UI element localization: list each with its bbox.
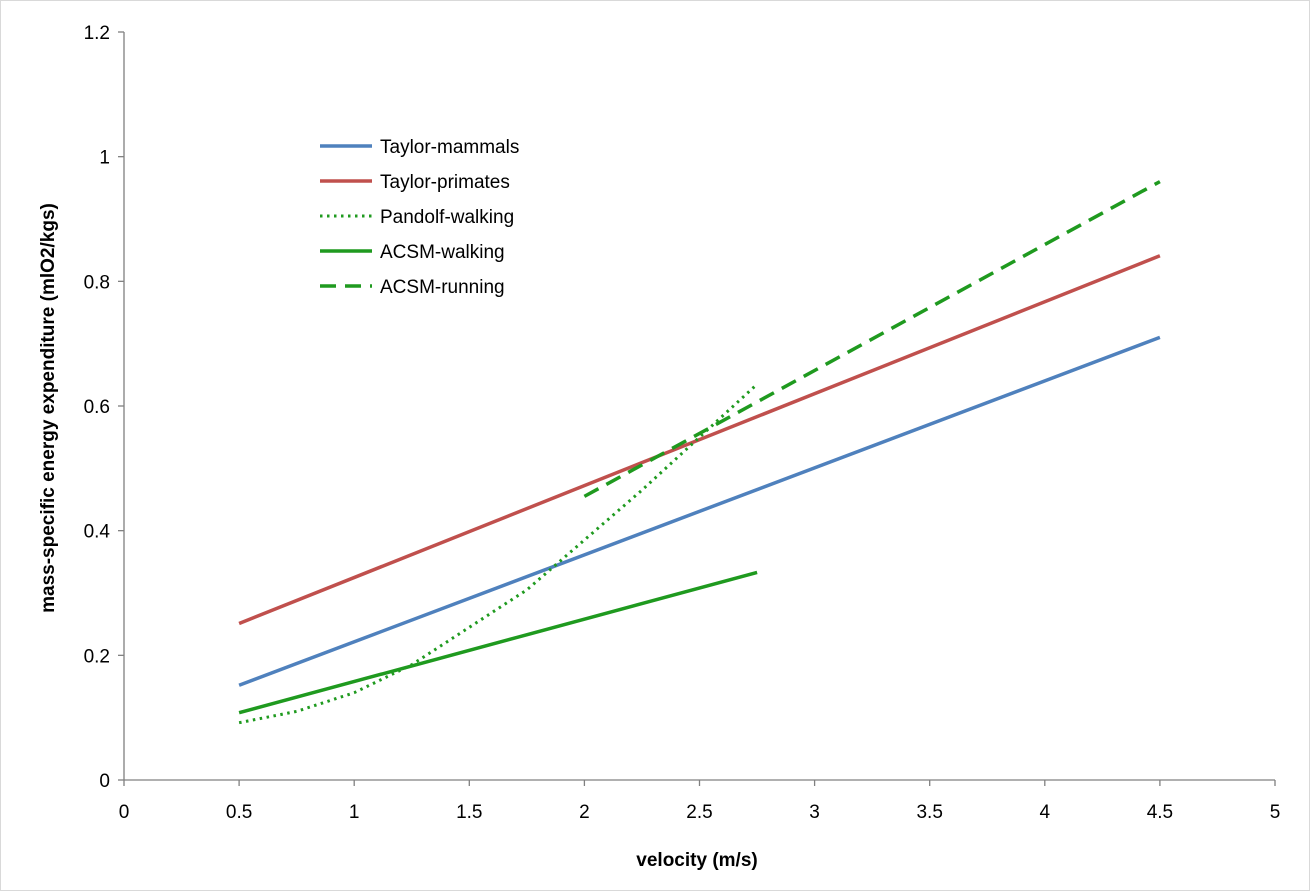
legend-label-acsm-running: ACSM-running (380, 277, 505, 298)
y-tick-label: 0.2 (84, 646, 110, 667)
series-line-acsm-running (583, 180, 1161, 498)
y-tick-label: 0.6 (84, 397, 110, 418)
x-tick-label: 3.5 (916, 802, 942, 823)
axes: 0 0.2 0.4 0.6 0.8 1 1.2 0 0.5 1 1.5 2 2.5 3 3.5 4 4.5 5 (84, 23, 1281, 823)
x-tick-label: 4.5 (1147, 802, 1173, 823)
x-tick-label: 2 (579, 802, 590, 823)
y-tick-label: 1.2 (84, 23, 110, 44)
x-tick-label: 2.5 (686, 802, 712, 823)
y-tick-label: 1 (99, 148, 110, 169)
legend: Taylor-mammals Taylor-primates Pandolf-wal… (320, 137, 519, 298)
legend-label-pandolf-walking: Pandolf-walking (380, 207, 514, 228)
x-tick-label: 1 (349, 802, 360, 823)
y-tick-label: 0.4 (84, 522, 111, 543)
x-tick-label: 0.5 (226, 802, 252, 823)
x-axis-title: velocity (m/s) (636, 850, 757, 871)
x-tick-label: 3 (809, 802, 820, 823)
series-layer (238, 180, 1161, 725)
x-tick-label: 4 (1040, 802, 1051, 823)
legend-label-acsm-walking: ACSM-walking (380, 242, 505, 263)
x-tick-label: 5 (1270, 802, 1281, 823)
y-axis-title: mass-specific energy expenditure (mlO2/k… (38, 203, 59, 613)
x-tick-label: 1.5 (456, 802, 482, 823)
series-line-pandolf-walking (238, 383, 759, 725)
x-tick-label: 0 (119, 802, 130, 823)
series-line-taylor-primates (238, 254, 1161, 626)
legend-label-taylor-mammals: Taylor-mammals (380, 137, 519, 158)
series-line-taylor-mammals (238, 335, 1161, 687)
series-line-acsm-walking (238, 570, 758, 715)
y-tick-label: 0 (99, 771, 110, 792)
y-tick-label: 0.8 (84, 272, 110, 293)
legend-label-taylor-primates: Taylor-primates (380, 172, 510, 193)
